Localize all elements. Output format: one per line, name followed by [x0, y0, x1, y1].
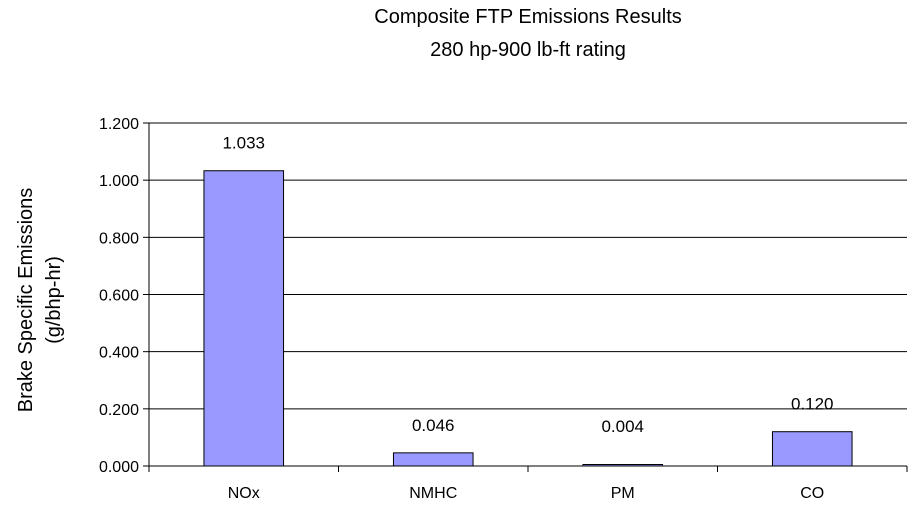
x-tick-label: NOx — [228, 485, 260, 502]
y-tick-labels: 0.000 0.200 0.400 0.600 0.800 1.000 1.200 — [99, 116, 139, 476]
y-tick-label: 1.200 — [99, 116, 139, 133]
y-axis-label-units: (g/bhp-hr) — [43, 256, 65, 344]
y-tick-label: 1.000 — [99, 173, 139, 190]
y-axis-label: Brake Specific Emissions — [15, 188, 37, 413]
y-tick-label: 0.600 — [99, 288, 139, 305]
y-tick-label: 0.200 — [99, 402, 139, 419]
y-axis-label-line1: Brake Specific Emissions — [15, 188, 37, 413]
x-tick-label: PM — [611, 485, 635, 502]
x-tick-label: CO — [800, 485, 824, 502]
chart-title: Composite FTP Emissions Results — [374, 6, 682, 28]
data-label-nmhc: 0.046 — [412, 416, 455, 435]
bars — [203, 170, 853, 467]
bar-co — [771, 431, 853, 467]
data-label-co: 0.120 — [791, 395, 834, 414]
data-label-nox: 1.033 — [222, 134, 265, 153]
y-tick-label: 0.000 — [99, 459, 139, 476]
x-tick-labels: NOx NMHC PM CO — [228, 485, 825, 502]
chart-subtitle: 280 hp-900 lb-ft rating — [430, 39, 626, 61]
y-tick-label: 0.400 — [99, 345, 139, 362]
axes — [143, 122, 908, 472]
bar-nox — [203, 170, 285, 467]
bar-nmhc — [392, 452, 474, 467]
y-tick-label: 0.800 — [99, 230, 139, 247]
y-axis-label-line2: (g/bhp-hr) — [43, 256, 65, 344]
data-labels: 1.033 0.046 0.004 0.120 — [222, 134, 833, 436]
data-label-pm: 0.004 — [601, 417, 644, 436]
x-tick-label: NMHC — [409, 485, 457, 502]
